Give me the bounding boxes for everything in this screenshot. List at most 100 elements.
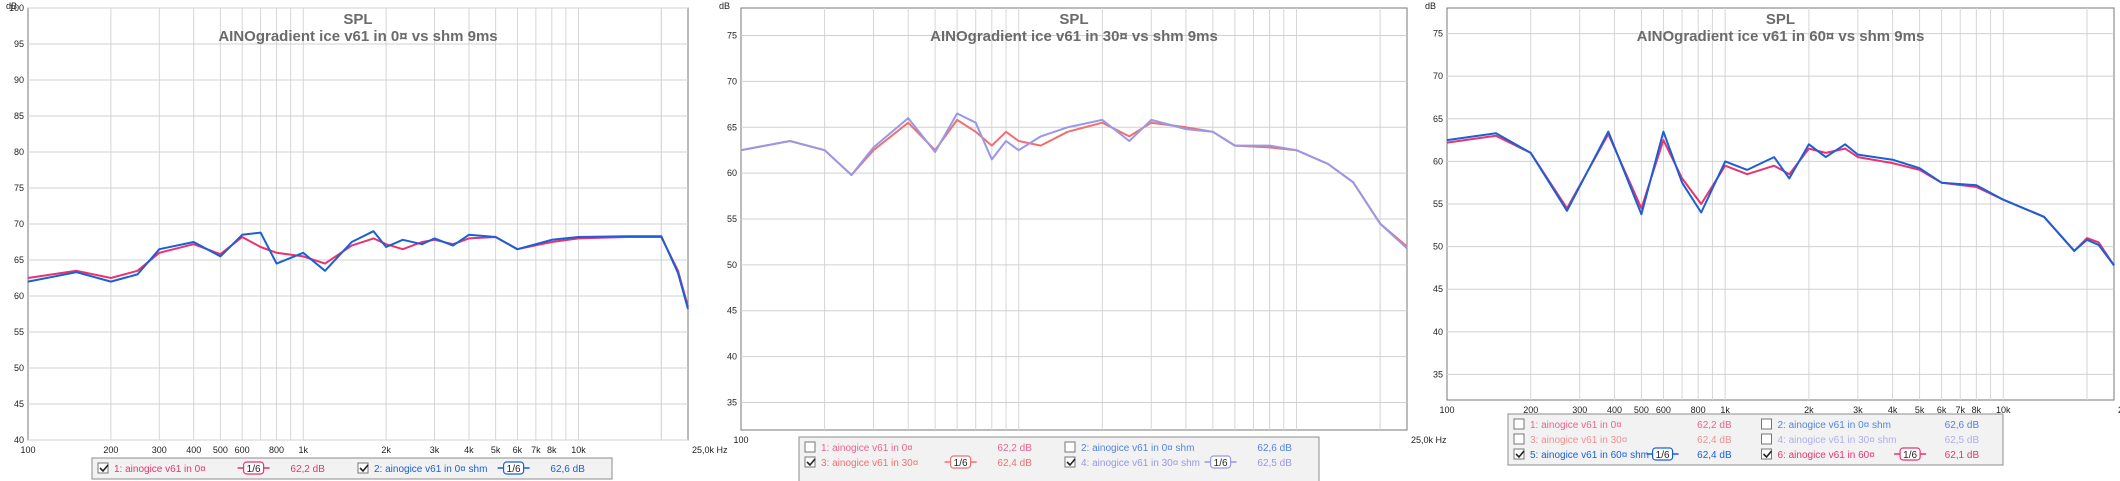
legend-label: 1: ainogice v61 in 0¤ xyxy=(1530,420,1622,431)
legend-label: 3: ainogice v61 in 30¤ xyxy=(1530,435,1628,446)
x-tick-label: 200 xyxy=(103,445,118,455)
x-tick-label: 600 xyxy=(235,445,250,455)
y-tick-label: 50 xyxy=(14,363,24,373)
x-tick-label: 600 xyxy=(1656,405,1671,415)
series-line-2 xyxy=(740,112,1408,250)
legend-level: 62,4 dB xyxy=(997,458,1032,469)
y-axis-label: dB xyxy=(719,1,730,11)
legend-entry[interactable]: 3: ainogice v61 in 30¤ 1/6 62,4 dB xyxy=(804,455,1032,469)
smoothing-label: 1/6 xyxy=(507,464,521,475)
legend-entry[interactable]: 1: ainogice v61 in 0¤ 62,2 dB xyxy=(1513,418,1732,431)
chart-title: SPL xyxy=(343,11,372,28)
legend-label: 6: ainogice v61 in 60¤ xyxy=(1778,450,1876,461)
legend-entry[interactable]: 5: ainogice v61 in 60¤ shm 1/6 62,4 dB xyxy=(1513,447,1732,461)
x-tick-label: 300 xyxy=(1572,405,1587,415)
legend-checkbox[interactable] xyxy=(804,456,816,468)
x-tick-label: 5k xyxy=(491,445,501,455)
legend-level: 62,6 dB xyxy=(1257,443,1292,454)
x-tick-label: 400 xyxy=(186,445,201,455)
smoothing-badge[interactable] xyxy=(950,455,972,469)
y-tick-label: 55 xyxy=(14,327,24,337)
check-icon xyxy=(1515,450,1525,459)
x-tick-label: 4k xyxy=(464,445,474,455)
legend-level: 62,6 dB xyxy=(550,464,585,475)
x-tick-label: 3k xyxy=(1853,405,1863,415)
legend-entry[interactable]: 3: ainogice v61 in 30¤ 62,4 dB xyxy=(1513,433,1732,446)
x-tick-label: 100 xyxy=(20,445,35,455)
check-icon xyxy=(806,458,816,467)
x-tick-label: 3k xyxy=(430,445,440,455)
y-tick-label: 45 xyxy=(727,306,737,316)
legend-box xyxy=(798,436,1320,481)
x-tick-label: 10k xyxy=(1996,405,2011,415)
x-tick-label: 800 xyxy=(269,445,284,455)
y-tick-label: 35 xyxy=(727,397,737,407)
x-tick-label: 100 xyxy=(733,435,748,445)
check-icon xyxy=(1066,458,1076,467)
legend-checkbox[interactable] xyxy=(1761,418,1772,430)
legend-checkbox[interactable] xyxy=(1761,433,1772,445)
series-line-2 xyxy=(1446,130,2115,267)
legend-checkbox[interactable] xyxy=(804,441,816,453)
smoothing-badge[interactable] xyxy=(1899,447,1921,461)
y-tick-label: 90 xyxy=(14,75,24,85)
chart-subtitle: AINOgradient ice v61 in 0¤ vs shm 9ms xyxy=(218,28,497,45)
smoothing-badge[interactable] xyxy=(503,461,525,475)
x-tick-label: 7k xyxy=(1955,405,1965,415)
y-tick-label: 65 xyxy=(727,122,737,132)
legend-box xyxy=(91,457,613,480)
y-tick-label: 45 xyxy=(14,399,24,409)
x-tick-label: 400 xyxy=(1607,405,1622,415)
legend-entry[interactable]: 4: ainogice v61 in 30¤ shm 62,5 dB xyxy=(1761,433,1980,446)
y-tick-label: 45 xyxy=(1433,284,1443,294)
legend-checkbox[interactable] xyxy=(1513,418,1525,430)
legend-checkbox[interactable] xyxy=(1513,448,1525,460)
y-tick-label: 55 xyxy=(727,214,737,224)
chart-title: SPL xyxy=(1059,11,1088,28)
y-axis-label: dB xyxy=(6,1,17,11)
x-tick-label: 2k xyxy=(381,445,391,455)
y-tick-label: 65 xyxy=(1433,114,1443,124)
legend-level: 62,4 dB xyxy=(1697,435,1732,446)
x-tick-label: 10k xyxy=(571,445,586,455)
y-tick-label: 65 xyxy=(14,255,24,265)
x-tick-label: 2k xyxy=(1804,405,1814,415)
x-tick-label: 6k xyxy=(513,445,523,455)
legend-checkbox[interactable] xyxy=(1064,441,1076,453)
legend-entry[interactable]: 1: ainogice v61 in 0¤ 62,2 dB xyxy=(804,441,1032,454)
legend-checkbox[interactable] xyxy=(97,462,109,474)
legend-checkbox[interactable] xyxy=(1064,456,1076,468)
legend-level: 62,2 dB xyxy=(1697,420,1732,431)
legend-level: 62,1 dB xyxy=(1945,450,1980,461)
y-tick-label: 85 xyxy=(14,111,24,121)
x-tick-label: 7k xyxy=(531,445,541,455)
legend-checkbox[interactable] xyxy=(357,462,369,474)
x-tick-label: 4k xyxy=(1888,405,1898,415)
legend-checkbox[interactable] xyxy=(1761,448,1772,460)
legend-entry[interactable]: 2: ainogice v61 in 0¤ shm 62,6 dB xyxy=(1064,441,1292,454)
y-tick-label: 55 xyxy=(1433,199,1443,209)
legend-checkbox[interactable] xyxy=(1513,433,1525,445)
legend-level: 62,2 dB xyxy=(290,464,325,475)
smoothing-badge[interactable] xyxy=(1652,447,1674,461)
y-tick-label: 50 xyxy=(727,260,737,270)
legend-label: 1: ainogice v61 in 0¤ xyxy=(114,464,206,475)
y-tick-label: 70 xyxy=(1433,71,1443,81)
legend-label: 5: ainogice v61 in 60¤ shm xyxy=(1530,450,1649,461)
smoothing-badge[interactable] xyxy=(243,461,265,475)
y-tick-label: 40 xyxy=(14,435,24,445)
legend-entry[interactable]: 2: ainogice v61 in 0¤ shm 62,6 dB xyxy=(1761,418,1980,431)
legend-entry[interactable]: 2: ainogice v61 in 0¤ shm 1/6 62,6 dB xyxy=(357,461,585,475)
legend-entry[interactable]: 1: ainogice v61 in 0¤ 1/6 62,2 dB xyxy=(97,461,325,475)
legend-level: 62,6 dB xyxy=(1945,420,1980,431)
x-tick-label: 1k xyxy=(298,445,308,455)
smoothing-label: 1/6 xyxy=(954,458,968,469)
chart-subtitle: AINOgradient ice v61 in 60¤ vs shm 9ms xyxy=(1637,28,1925,45)
smoothing-badge[interactable] xyxy=(1210,455,1232,469)
legend-entry[interactable]: 4: ainogice v61 in 30¤ shm 1/6 62,5 dB xyxy=(1064,455,1292,469)
y-tick-label: 60 xyxy=(727,168,737,178)
chart-panel-2: 354045505560657075dB10020030040050060080… xyxy=(719,1,1447,481)
legend-entry[interactable]: 6: ainogice v61 in 60¤ 1/6 62,1 dB xyxy=(1761,447,1980,461)
